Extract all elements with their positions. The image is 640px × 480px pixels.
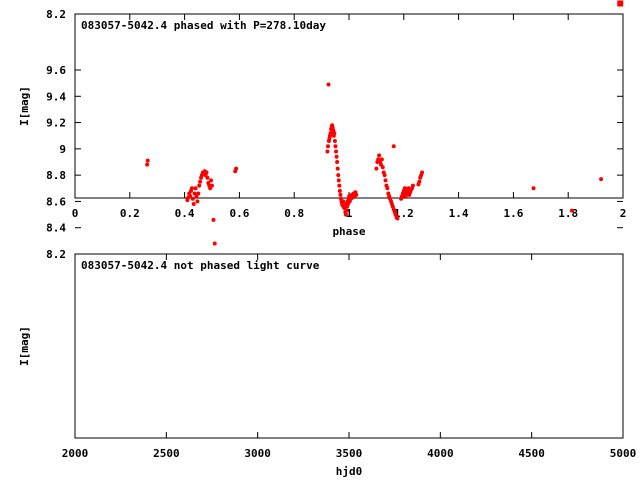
data-point: [332, 138, 337, 143]
unphased-axis-ticks: 2000 2500 3000 3500 4000 4500 5000 8.2 8.4 8.6 8.8…: [46, 64, 636, 460]
data-point: [380, 165, 385, 170]
data-point: [354, 192, 359, 197]
data-point: [344, 208, 349, 213]
data-point: [188, 194, 193, 199]
data-point: [617, 0, 624, 7]
unphased-x-tick-label: 2500: [153, 447, 180, 460]
phased-axis-ticks: 00.20.40.60.811.21.41.61.828.28.48.68.89…: [46, 8, 627, 220]
data-point: [410, 183, 415, 188]
data-point: [336, 178, 341, 183]
data-point: [383, 178, 388, 183]
phased-data-points: [617, 0, 624, 7]
unphased-y-tick-label: 9.6: [46, 64, 66, 77]
phased-y-axis-label: I[mag]: [18, 86, 31, 126]
data-point: [211, 217, 216, 222]
data-point: [328, 131, 333, 136]
phased-x-tick-label: 0: [72, 207, 79, 220]
unphased-y-tick-label: 8.2: [46, 248, 66, 261]
unphased-y-tick-label: 9: [59, 143, 66, 156]
phased-x-axis-label: phase: [332, 225, 365, 238]
data-point: [420, 170, 425, 175]
data-point: [189, 186, 194, 191]
phased-x-tick-label: 0.2: [120, 207, 140, 220]
data-point: [325, 149, 330, 154]
unphased-light-curve-chart: 2000 2500 3000 3500 4000 4500 5000 8.2 8.4 8.6 8.8…: [18, 64, 636, 478]
data-point: [334, 154, 339, 159]
phased-x-tick-label: 1: [346, 207, 353, 220]
unphased-y-tick-label: 9.4: [46, 90, 66, 103]
phased-x-tick-label: 1.8: [558, 207, 578, 220]
data-point: [391, 144, 396, 149]
phased-x-tick-label: 1.4: [449, 207, 469, 220]
unphased-data-points: [145, 82, 604, 246]
data-point: [569, 208, 574, 213]
data-point: [338, 192, 343, 197]
data-point: [196, 191, 201, 196]
data-point: [145, 162, 150, 167]
data-point: [417, 179, 422, 184]
data-point: [334, 149, 339, 154]
data-point: [333, 144, 338, 149]
data-point: [195, 199, 200, 204]
unphased-y-tick-label: 8.6: [46, 195, 66, 208]
phased-x-tick-label: 0.6: [229, 207, 249, 220]
unphased-x-tick-label: 4500: [518, 447, 545, 460]
data-point: [374, 166, 379, 171]
data-point: [209, 178, 214, 183]
data-point: [335, 166, 340, 171]
data-point: [210, 183, 214, 188]
data-point: [335, 160, 340, 164]
data-point: [343, 212, 348, 217]
unphased-y-tick-label: 8.8: [46, 169, 66, 182]
data-point: [336, 173, 341, 178]
phased-y-tick-label: 8.2: [46, 8, 66, 21]
phased-light-curve-chart: 0 0.2 0.4 0.6 0.8 1 1.2 1.4 1.6 1.8 2 8.2 8.4 8.6 8.8 9…: [18, 0, 626, 238]
data-point: [191, 202, 196, 207]
phased-x-tick-label: 0.4: [175, 207, 195, 220]
data-point: [337, 183, 342, 188]
unphased-x-tick-label: 3500: [336, 447, 363, 460]
unphased-chart-title: 083057-5042.4 not phased light curve: [81, 259, 320, 272]
data-point: [326, 82, 331, 87]
unphased-x-tick-label: 4000: [427, 447, 454, 460]
unphased-x-tick-label: 3000: [244, 447, 271, 460]
data-point: [402, 186, 407, 191]
data-point: [599, 177, 604, 182]
data-point: [379, 157, 384, 162]
unphased-x-tick-label: 5000: [610, 447, 637, 460]
data-point: [531, 186, 536, 191]
unphased-y-axis-label: I[mag]: [18, 326, 31, 366]
data-point: [337, 188, 342, 193]
data-point: [377, 153, 382, 158]
data-point: [234, 166, 239, 171]
data-point: [212, 241, 217, 246]
phased-x-tick-label: 1.6: [503, 207, 523, 220]
data-point: [190, 196, 195, 201]
data-point: [395, 216, 400, 221]
data-point: [342, 202, 347, 207]
phased-x-tick-label: 2: [620, 207, 627, 220]
data-point: [332, 131, 337, 136]
phased-x-tick-label: 1.2: [394, 207, 414, 220]
data-point: [385, 186, 390, 191]
data-point: [382, 173, 387, 178]
data-point: [197, 183, 202, 188]
phased-x-tick-label: 0.8: [284, 207, 304, 220]
unphased-x-tick-label: 2000: [62, 447, 89, 460]
data-point: [198, 179, 203, 184]
phased-chart-title: 083057-5042.4 phased with P=278.10day: [81, 19, 326, 32]
data-point: [193, 186, 198, 191]
data-point: [145, 158, 150, 163]
data-point: [205, 175, 210, 180]
unphased-x-axis-label: hjd0: [336, 465, 363, 478]
unphased-y-tick-label: 9.2: [46, 117, 66, 130]
data-point: [325, 144, 330, 149]
data-point: [204, 170, 209, 175]
unphased-y-tick-label: 8.4: [46, 222, 66, 235]
